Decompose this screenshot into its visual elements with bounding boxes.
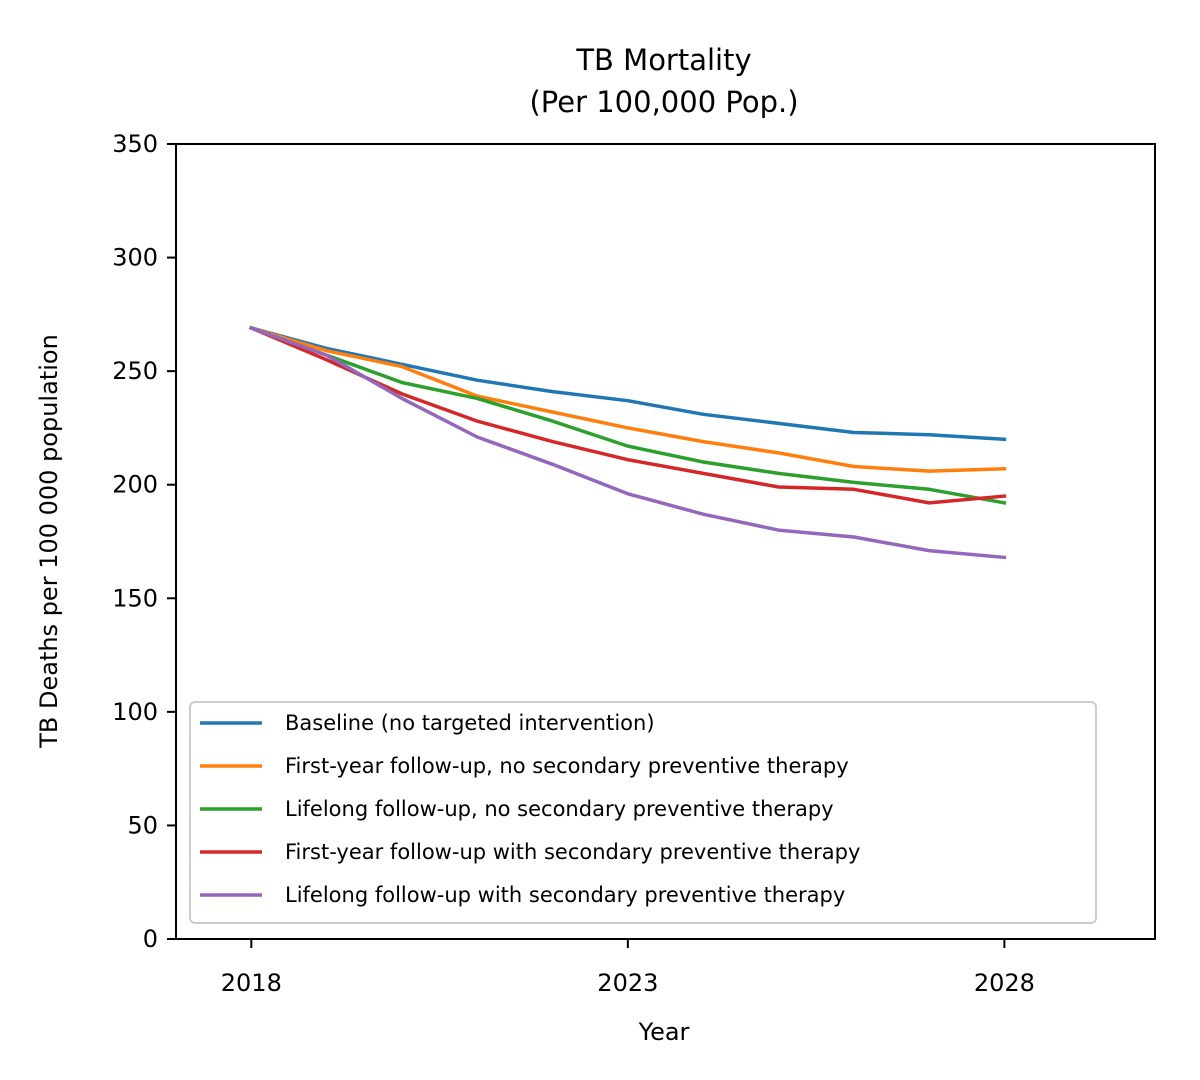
legend-label: First-year follow-up, no secondary preve… (285, 754, 849, 778)
y-tick-label: 50 (127, 811, 158, 839)
legend-label: Lifelong follow-up with secondary preven… (285, 883, 845, 907)
chart-subtitle: (Per 100,000 Pop.) (529, 85, 798, 119)
legend: Baseline (no targeted intervention) First… (189, 701, 1097, 924)
y-axis: 0 50 100 150 200 250 300 350 (112, 130, 176, 953)
legend-label: Lifelong follow-up, no secondary prevent… (285, 797, 834, 821)
legend-box (189, 701, 1097, 924)
legend-label: Baseline (no targeted intervention) (285, 711, 655, 735)
x-tick-label: 2018 (221, 969, 282, 997)
series-line-3 (249, 325, 1007, 505)
y-tick-label: 200 (112, 471, 158, 499)
y-axis-label: TB Deaths per 100 000 population (35, 334, 63, 749)
y-tick-label: 0 (143, 925, 158, 953)
plot-frame (175, 143, 1156, 940)
y-tick-label: 100 (112, 698, 158, 726)
x-tick-label: 2023 (597, 969, 658, 997)
legend-label: First-year follow-up with secondary prev… (285, 840, 860, 864)
series-line-5 (249, 325, 1007, 560)
series-line-4 (249, 325, 1007, 505)
y-tick-label: 350 (112, 130, 158, 158)
x-axis-label: Year (638, 1018, 690, 1046)
series-layer (249, 325, 1007, 560)
chart-title: TB Mortality (575, 43, 751, 77)
y-tick-label: 150 (112, 584, 158, 612)
y-tick-label: 250 (112, 357, 158, 385)
x-tick-label: 2028 (974, 969, 1035, 997)
series-line-2 (249, 325, 1007, 473)
x-axis: 2018 2023 2028 (221, 939, 1035, 997)
series-line-1 (249, 325, 1007, 442)
y-tick-label: 300 (112, 244, 158, 272)
